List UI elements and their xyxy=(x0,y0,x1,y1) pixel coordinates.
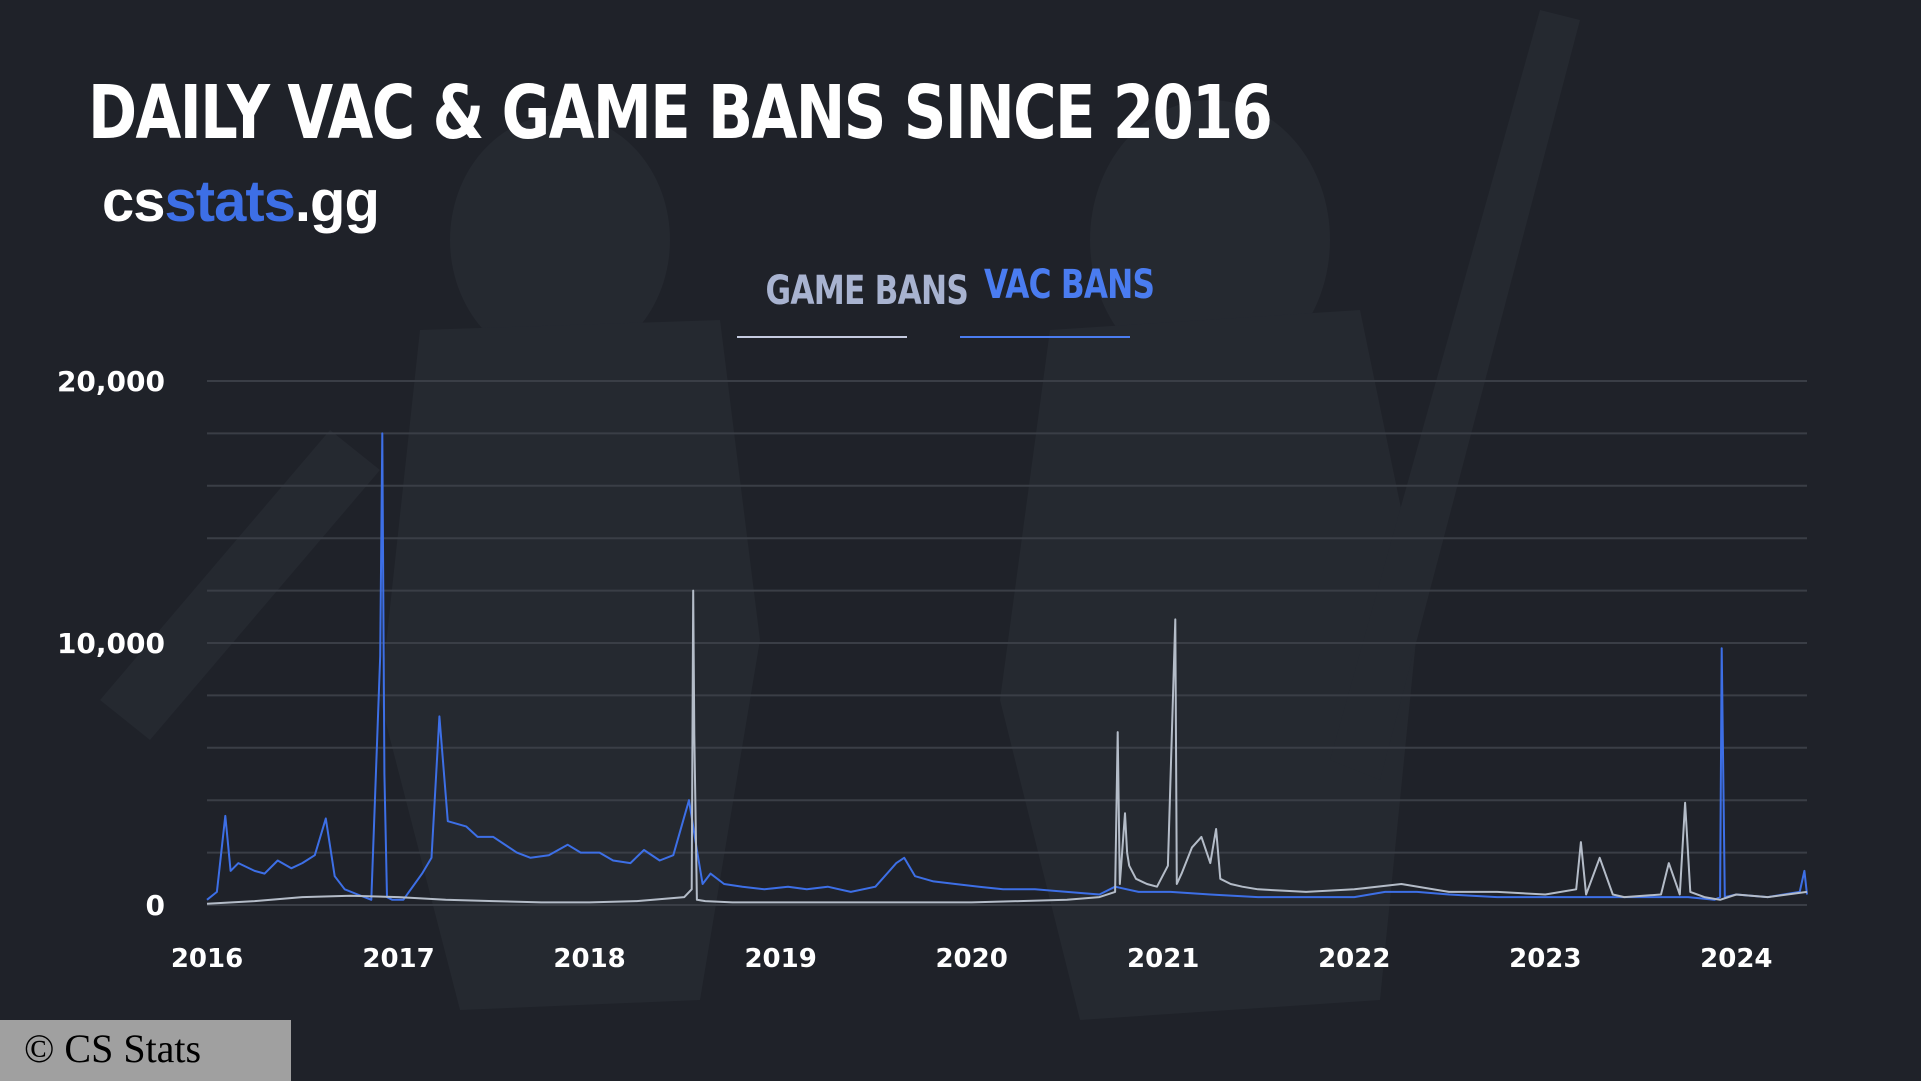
x-tick-label: 2024 xyxy=(1700,944,1772,974)
tab-vac-bans[interactable]: VAC BANS xyxy=(960,262,1155,338)
x-tick-label: 2018 xyxy=(553,944,625,974)
x-tick-label: 2016 xyxy=(171,944,243,974)
brand-prefix: cs xyxy=(102,169,166,234)
tab-game-bans[interactable]: GAME BANS xyxy=(737,262,969,338)
tab-vac-bans-label: VAC BANS xyxy=(984,262,1155,308)
x-tick-label: 2022 xyxy=(1318,944,1390,974)
tab-game-bans-label: GAME BANS xyxy=(765,268,969,314)
grid-lines xyxy=(207,380,1807,906)
series-lines xyxy=(206,432,1808,905)
y-tick-label: 0 xyxy=(146,889,165,922)
x-tick-label: 2020 xyxy=(935,944,1007,974)
x-tick-label: 2023 xyxy=(1509,944,1581,974)
copyright-notice: © CS Stats xyxy=(0,1020,291,1081)
x-tick-label: 2021 xyxy=(1127,944,1199,974)
game-bans-series-line xyxy=(206,589,1808,905)
y-axis-ticks: 20,000 10,000 0 xyxy=(57,365,165,922)
vac-bans-series-line xyxy=(206,432,1808,901)
page-title: DAILY VAC & GAME BANS SINCE 2016 xyxy=(88,70,1273,156)
x-axis-ticks: 2016 2017 2018 2019 2020 2021 2022 2023 2024 xyxy=(171,944,1773,974)
x-tick-label: 2019 xyxy=(744,944,816,974)
brand-logo: csstats.gg xyxy=(102,168,380,235)
brand-accent: stats xyxy=(164,169,296,234)
y-tick-label: 20,000 xyxy=(57,365,165,398)
brand-suffix: .gg xyxy=(294,169,380,234)
y-tick-label: 10,000 xyxy=(57,627,165,660)
x-tick-label: 2017 xyxy=(362,944,434,974)
